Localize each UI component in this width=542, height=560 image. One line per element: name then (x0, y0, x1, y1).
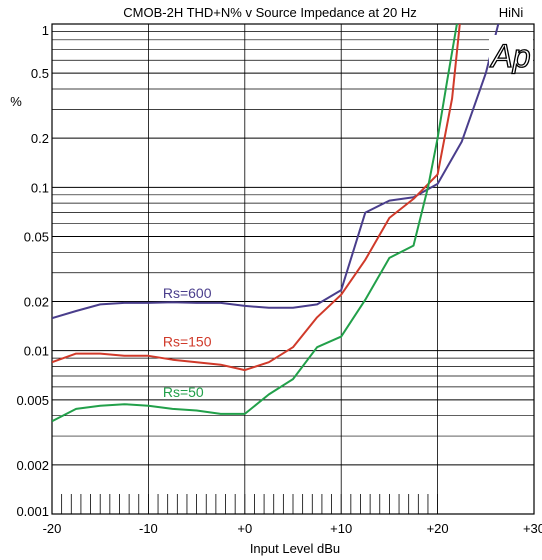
series-line-rs-150 (52, 24, 461, 372)
ap-logo: Ap (489, 35, 533, 75)
x-tick-label: +20 (427, 521, 449, 536)
chart-badge: HiNi (499, 5, 524, 20)
x-tick-label: +0 (237, 521, 252, 536)
series-label: Rs=50 (163, 384, 204, 400)
series-line-rs-600 (52, 24, 500, 320)
x-tick-labels: -20 -10 +0 +10 +20 +30 (43, 521, 542, 536)
series-labels: Rs=600 Rs=150 Rs=50 (163, 285, 212, 400)
y-tick-label: 1 (42, 23, 49, 38)
y-axis-title: % (10, 94, 22, 109)
y-tick-label: 0.005 (16, 393, 49, 408)
x-tick-label: -20 (43, 521, 62, 536)
minor-grid (52, 31, 534, 466)
bottom-tick-ruler (61, 494, 439, 514)
x-axis-title: Input Level dBu (250, 541, 340, 556)
x-tick-label: +30 (523, 521, 542, 536)
y-tick-label: 0.01 (24, 344, 49, 359)
y-tick-label: 0.5 (31, 66, 49, 81)
y-tick-label: 0.02 (24, 294, 49, 309)
major-grid (147, 24, 439, 514)
y-tick-label: 0.002 (16, 458, 49, 473)
series-label: Rs=150 (163, 334, 212, 350)
x-tick-label: +10 (330, 521, 352, 536)
y-tick-label: 0.1 (31, 180, 49, 195)
y-tick-labels: 1 0.5 0.2 0.1 0.05 0.02 0.01 0.005 0.002 0.001 (16, 23, 49, 519)
y-tick-label: 0.001 (16, 504, 49, 519)
chart-title: CMOB-2H THD+N% v Source Impedance at 20 … (123, 5, 416, 20)
series-lines (52, 24, 500, 423)
plot-area-frame (51, 23, 535, 515)
series-label: Rs=600 (163, 285, 212, 301)
series-line-rs-50 (52, 24, 458, 423)
x-tick-label: -10 (139, 521, 158, 536)
y-tick-label: 0.05 (24, 230, 49, 245)
ap-logo-text: Ap (489, 38, 530, 74)
y-tick-label: 0.2 (31, 131, 49, 146)
